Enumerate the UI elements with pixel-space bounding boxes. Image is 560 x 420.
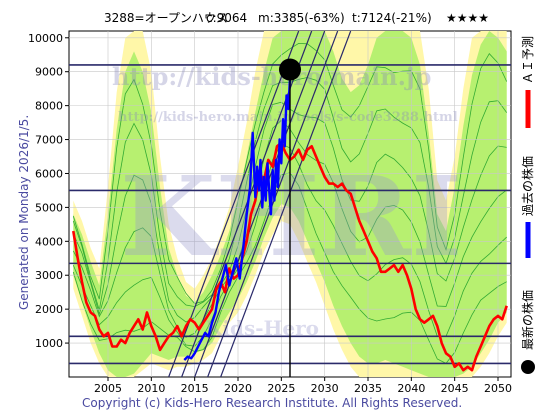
y-tick-label-6000: 6000 (35, 167, 63, 180)
trend-line-3 (207, 31, 339, 377)
legend-label-3: 最新の株価 (520, 290, 535, 350)
axes: 2005 2010 2015 2020 2025 2030 2035 2040 2045 2050… (28, 32, 512, 395)
past-price-line (183, 78, 292, 361)
x-tick-label-2035: 2035 (354, 382, 382, 395)
markers (279, 58, 301, 377)
x-tick-label-2050: 2050 (484, 382, 512, 395)
legend-dot-latest (521, 360, 535, 374)
y-tick-label-1000: 1000 (35, 337, 63, 350)
trend-line-2 (194, 31, 326, 377)
x-tick-label-2040: 2040 (397, 382, 425, 395)
y-tick-label-5000: 5000 (35, 201, 63, 214)
y-tick-label-4000: 4000 (35, 235, 63, 248)
legend-label-2: 過去の株価 (520, 156, 535, 216)
x-tick-label-2045: 2045 (441, 382, 469, 395)
latest-price-dot (279, 58, 301, 81)
legend-label-1: ＡＩ予測 (521, 36, 535, 84)
y-tick-label-2000: 2000 (35, 303, 63, 316)
band-contour-6 (72, 42, 508, 304)
x-tick-label-2025: 2025 (267, 382, 295, 395)
header-stars: ★★★★ (446, 11, 489, 25)
y-tick-label-8000: 8000 (35, 100, 63, 113)
y-tick-label-9000: 9000 (35, 66, 63, 79)
x-tick-label-2030: 2030 (311, 382, 339, 395)
y-tick-label-10000: 10000 (28, 32, 63, 45)
header-code: 3288=オープンハウス (104, 11, 228, 25)
trend-line-4 (220, 31, 352, 377)
header-min: m:3385(-63%) (258, 11, 345, 25)
x-tick-label-2020: 2020 (224, 382, 252, 395)
y-tick-label-7000: 7000 (35, 134, 63, 147)
watermark-url-2: http://kids-hero.main.jp/tools/s-code328… (118, 110, 458, 125)
watermark-url: http://kids-hero.main.jp (112, 62, 431, 91)
watermark-logo: KHRI (120, 152, 462, 281)
header-target: t:7124(-21%) (352, 11, 432, 25)
x-tick-label-2010: 2010 (137, 382, 165, 395)
header-close: c:9064 (206, 11, 247, 25)
generated-label: Generated on Monday 2026/1/5. (17, 115, 31, 310)
x-tick-label-2015: 2015 (181, 382, 209, 395)
x-tick-label-2005: 2005 (94, 382, 122, 395)
y-tick-label-3000: 3000 (35, 269, 63, 282)
copyright-text: Copyright (c) Kids-Hero Research Institu… (82, 396, 462, 410)
watermark: http://kids-hero.main.jp http://kids-her… (112, 62, 462, 340)
